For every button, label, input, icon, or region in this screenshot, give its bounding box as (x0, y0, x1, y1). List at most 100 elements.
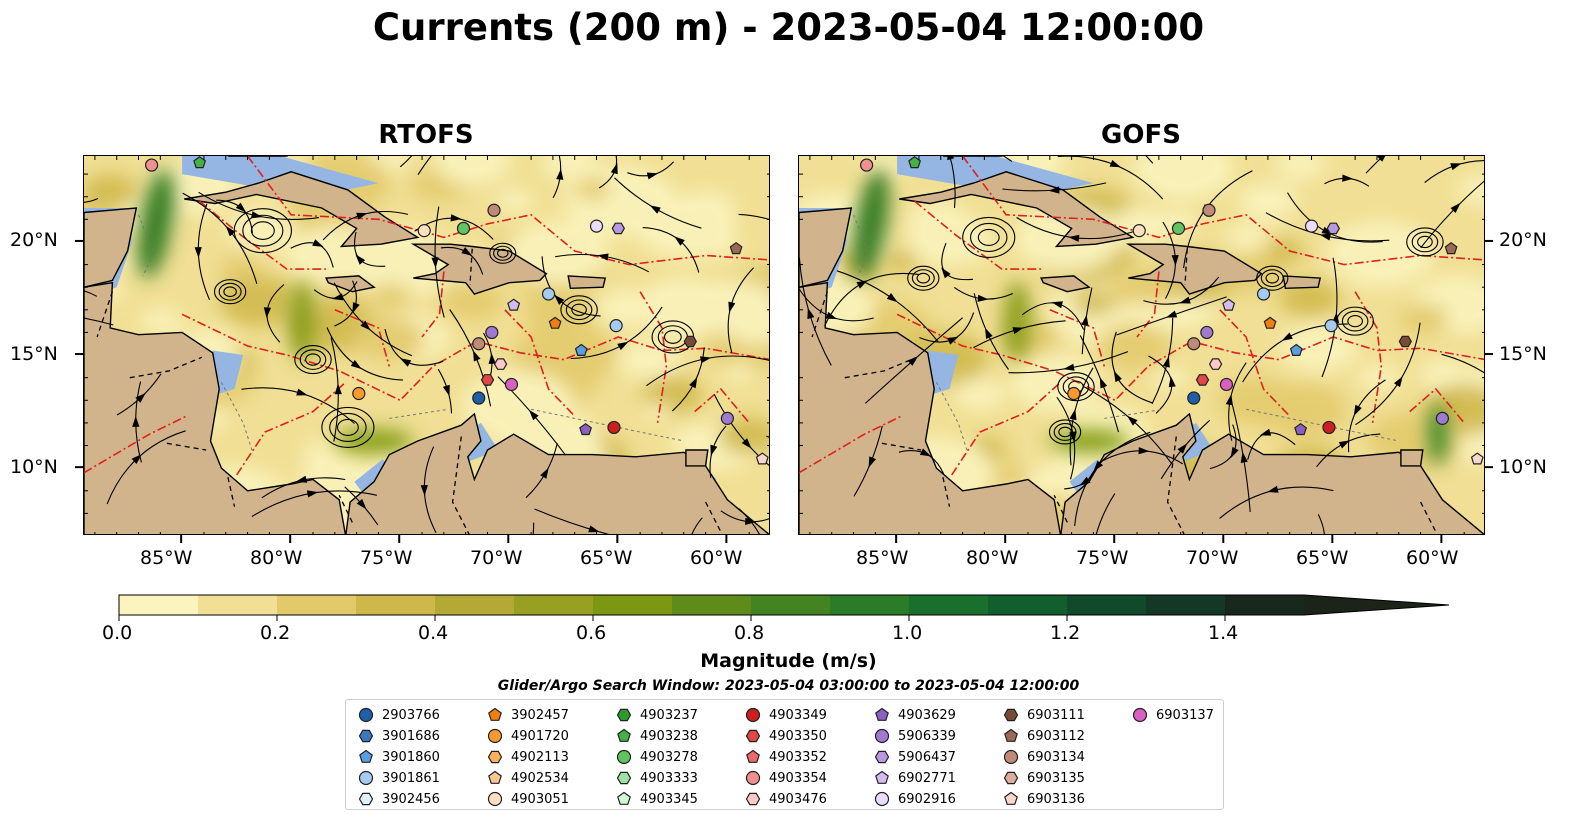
legend-label: 6902916 (898, 791, 956, 807)
pentagon-marker-icon (617, 791, 631, 805)
legend-item-5906339: 5906339 (872, 726, 956, 746)
lon-label-gofs-85w: 85°W (856, 547, 909, 569)
hexagon-marker-icon (1003, 771, 1019, 785)
float-marker-4903629 (1294, 422, 1308, 436)
lon-label-rtofs-60w: 60°W (690, 547, 743, 569)
landmass-cuba (899, 171, 1135, 248)
landmass-yucatan (84, 207, 138, 288)
hexagon-marker-icon (616, 708, 632, 722)
colorbar-segment (830, 595, 910, 615)
eez-boundary (639, 291, 668, 424)
legend-label: 4903333 (640, 770, 698, 786)
legend-item-4903278: 4903278 (614, 747, 698, 767)
float-marker-3901860 (1289, 343, 1303, 356)
circle-marker-icon (358, 707, 374, 723)
legend-label: 3901686 (382, 728, 440, 744)
circle-marker-icon (745, 770, 761, 786)
map-svg-rtofs (84, 156, 769, 534)
map-panel-gofs (798, 155, 1485, 535)
float-marker-4903238 (908, 156, 922, 169)
colorbar-segment (435, 595, 515, 615)
eez-boundary (694, 387, 750, 424)
float-marker-4903349 (1322, 420, 1336, 435)
float-marker-4903238 (193, 156, 207, 169)
float-marker-4903354 (145, 158, 159, 172)
legend-label: 4903051 (511, 791, 569, 807)
float-marker-4903278 (1171, 221, 1186, 235)
float-marker-3901861 (1324, 319, 1338, 333)
eez-boundary (236, 381, 347, 476)
colorbar-tick-label: 0.2 (260, 622, 291, 644)
float-marker-6903134 (487, 203, 501, 217)
colorbar-tick-label: 0.0 (102, 622, 133, 644)
legend-label: 4903352 (769, 749, 827, 765)
eez-boundary (1219, 309, 1291, 417)
hexagon-marker-icon (358, 792, 374, 806)
float-marker-4903349 (607, 420, 621, 435)
pentagon-marker-icon (875, 770, 889, 784)
legend-item-4901720: 4901720 (485, 726, 569, 746)
colorbar-segment (593, 595, 673, 615)
float-marker-4901720 (1067, 386, 1081, 401)
eez-boundary (961, 156, 1484, 266)
legend-item-4903354: 4903354 (743, 768, 827, 788)
legend-label: 6903134 (1027, 749, 1085, 765)
colorbar-segment (1225, 595, 1305, 615)
legend-item-4903629: 4903629 (872, 705, 956, 725)
lon-label-rtofs-75w: 75°W (360, 547, 413, 569)
legend-item-5906437: 5906437 (872, 747, 956, 767)
colorbar-segment (198, 595, 278, 615)
float-marker-6903134 (1202, 203, 1216, 217)
colorbar-label: Magnitude (m/s) (700, 650, 877, 672)
legend-item-6903112: 6903112 (1001, 726, 1085, 746)
pentagon-marker-icon (875, 707, 889, 721)
landmass-cuba (184, 171, 420, 248)
legend-item-3901861: 3901861 (356, 768, 440, 788)
eez-boundary (246, 156, 769, 266)
legend-item-4902534: 4902534 (485, 768, 569, 788)
pentagon-marker-icon (1004, 728, 1018, 742)
circle-marker-icon (487, 791, 503, 807)
colorbar-tick-label: 1.4 (1208, 622, 1239, 644)
circle-marker-icon (487, 728, 503, 744)
float-marker-2903766 (1187, 391, 1201, 405)
legend-label: 6903136 (1027, 791, 1085, 807)
legend-label: 5906437 (898, 749, 956, 765)
circle-marker-icon (874, 728, 890, 744)
legend-item-3902456: 3902456 (356, 789, 440, 809)
float-marker-4903278 (456, 221, 471, 235)
eez-boundary (504, 309, 576, 417)
legend-label: 4901720 (511, 728, 569, 744)
pentagon-marker-icon (617, 728, 631, 742)
float-marker-6903136 (1470, 452, 1484, 465)
legend-item-3901686: 3901686 (356, 726, 440, 746)
legend-label: 4903354 (769, 770, 827, 786)
float-marker-5906339 (720, 411, 734, 425)
eez-boundary (84, 415, 187, 474)
float-marker-6903134 (472, 337, 486, 351)
float-marker-3901860 (574, 343, 588, 356)
float-marker-6902916 (1304, 219, 1319, 233)
float-marker-6903134 (1187, 337, 1201, 351)
colorbar-segment (119, 595, 199, 615)
lon-label-gofs-75w: 75°W (1076, 547, 1129, 569)
colorbar-tick-label: 0.6 (576, 622, 607, 644)
search-window-text: Glider/Argo Search Window: 2023-05-04 03… (497, 678, 1080, 694)
circle-marker-icon (616, 749, 632, 765)
legend-label: 4903238 (640, 728, 698, 744)
hexagon-marker-icon (745, 729, 761, 743)
legend-item-4903349: 4903349 (743, 705, 827, 725)
float-marker-4903354 (860, 158, 874, 172)
legend-label: 6903137 (1156, 707, 1214, 723)
eez-boundary (1409, 387, 1465, 424)
circle-marker-icon (358, 770, 374, 786)
landmass-central-america (799, 281, 1062, 534)
float-marker-3901861 (609, 319, 623, 333)
legend-label: 4903629 (898, 707, 956, 723)
lat-label-right-10n: 10°N (1499, 456, 1547, 478)
legend-item-3901860: 3901860 (356, 747, 440, 767)
legend-label: 4903237 (640, 707, 698, 723)
pentagon-marker-icon (488, 707, 502, 721)
float-legend: 2903766 3901686 3901860 3901861 3902456 39024… (345, 699, 1224, 810)
lon-label-gofs-65w: 65°W (1296, 547, 1349, 569)
